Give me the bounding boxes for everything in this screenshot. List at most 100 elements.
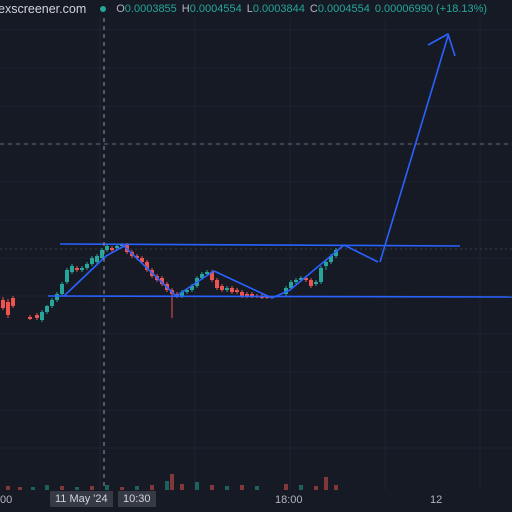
candle-body: [205, 272, 209, 274]
candle-body: [95, 256, 99, 262]
volume-bar: [284, 484, 288, 490]
candle-body: [1, 300, 5, 308]
volume-bar: [180, 484, 184, 490]
time-label-1800: 18:00: [275, 494, 303, 506]
candle-body: [235, 290, 239, 292]
candle-body: [299, 278, 303, 280]
candle-body: [245, 294, 249, 296]
volume-bar: [120, 487, 124, 490]
candle-body: [210, 272, 214, 280]
candle-body: [135, 256, 139, 258]
candle-body: [60, 284, 64, 294]
candle-body: [70, 266, 74, 272]
candle-body: [265, 297, 269, 298]
site-watermark: exscreener.com: [0, 2, 87, 16]
candle-body: [40, 312, 44, 320]
candle-body: [145, 262, 149, 270]
candle-body: [115, 246, 119, 248]
volume-bar: [31, 487, 35, 490]
volume-bar: [210, 485, 214, 490]
volume-bar: [255, 486, 259, 490]
crosshair-time-label: 10:30: [118, 491, 156, 507]
candle-body: [105, 246, 109, 250]
candle-body: [294, 280, 298, 282]
candle-body: [80, 268, 84, 270]
candle-body: [50, 300, 54, 306]
price-change: 0.00006990 (+18.13%): [374, 3, 488, 15]
candle-body: [100, 250, 104, 258]
volume-bar: [170, 474, 174, 490]
candle-body: [324, 262, 328, 266]
projection-arrow-shaft: [379, 35, 449, 263]
candle-body: [190, 286, 194, 290]
time-label-12: 12: [430, 494, 443, 506]
candle-body: [110, 248, 114, 250]
candle-body: [314, 282, 318, 284]
candle-body: [309, 280, 313, 286]
volume-bar: [18, 487, 22, 490]
volume-bars: [6, 474, 338, 490]
candle-body: [180, 292, 184, 296]
candlesticks[interactable]: [1, 243, 338, 322]
volume-bar: [334, 485, 338, 490]
candle-body: [90, 258, 94, 264]
ohlc-close: C0.0004554: [309, 3, 370, 15]
candle-body: [304, 278, 308, 280]
ohlc-legend: exscreener.com O0.0003855 H0.0004554 L0.…: [0, 0, 512, 18]
candle-body: [140, 258, 144, 262]
candle-body: [35, 315, 39, 318]
trend-drawings[interactable]: [47, 33, 512, 299]
volume-bar: [150, 485, 154, 490]
candle-body: [65, 270, 69, 282]
crosshair-date-label: 11 May '24: [50, 491, 113, 507]
candle-body: [215, 280, 219, 288]
time-axis[interactable]: 00 11 May '24 10:30 18:00 12: [0, 490, 512, 512]
candle-body: [75, 268, 79, 270]
ohlc-low: L0.0003844: [246, 3, 305, 15]
candle-body: [329, 256, 333, 262]
volume-bar: [314, 486, 318, 490]
grid-lines: [0, 18, 512, 490]
ohlc-open: O0.0003855: [116, 3, 177, 15]
volume-bar: [90, 486, 94, 490]
candle-body: [319, 268, 323, 282]
candle-body: [6, 302, 10, 315]
candle-body: [334, 250, 338, 256]
volume-bar: [60, 486, 64, 490]
projection-arrow-head-icon: [427, 33, 456, 57]
volume-bar: [195, 482, 199, 490]
candle-body: [185, 290, 189, 292]
volume-bar: [75, 487, 79, 490]
candle-body: [45, 306, 49, 312]
volume-bar: [225, 486, 229, 490]
candle-body: [85, 264, 89, 268]
candle-body: [230, 288, 234, 292]
candle-body: [160, 278, 164, 284]
candle-body: [28, 317, 32, 319]
candle-body: [55, 294, 59, 300]
resistance-line: [59, 243, 461, 247]
volume-bar: [105, 485, 109, 490]
support-line: [47, 295, 512, 298]
candle-body: [200, 274, 204, 278]
volume-bar: [240, 485, 244, 490]
zigzag-pattern-line: [63, 244, 379, 299]
candle-body: [240, 292, 244, 296]
volume-bar: [135, 486, 139, 490]
volume-bar: [165, 481, 169, 490]
candle-body: [289, 282, 293, 288]
volume-bar: [6, 486, 10, 490]
candle-body: [120, 245, 124, 246]
time-label-left: 00: [0, 494, 13, 506]
status-dot-icon: [100, 6, 107, 12]
candle-body: [250, 294, 254, 296]
volume-bar: [299, 485, 303, 490]
candle-body: [225, 288, 229, 290]
candle-body: [220, 286, 224, 290]
ohlc-high: H0.0004554: [181, 3, 242, 15]
candle-body: [11, 298, 15, 306]
volume-bar: [324, 477, 328, 490]
volume-bar: [45, 485, 49, 490]
